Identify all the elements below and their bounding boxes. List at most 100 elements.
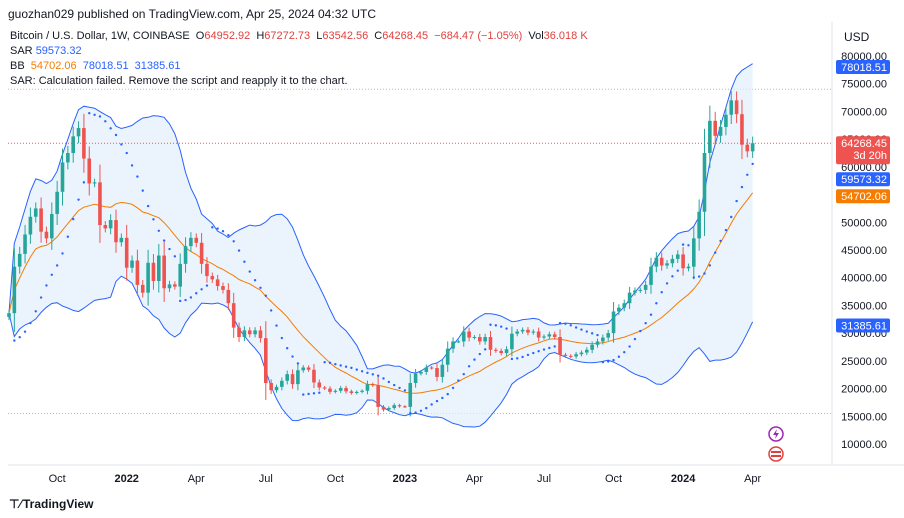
sar-dot: [269, 309, 273, 312]
sar-dot: [419, 409, 423, 412]
symbol-title[interactable]: Bitcoin / U.S. Dollar, 1W, COINBASE: [10, 30, 190, 42]
candle-body: [210, 276, 215, 280]
candle-body: [692, 238, 696, 267]
sar-dot: [291, 355, 294, 358]
sar-dot: [655, 302, 658, 305]
candle-body: [520, 329, 525, 332]
sar-dot: [243, 260, 246, 263]
sar-error-message: SAR: Calculation failed. Remove the scri…: [10, 75, 348, 87]
candle-body: [178, 263, 182, 287]
y-tick-label: 60000.00: [841, 162, 887, 174]
bb-band-fill: [9, 63, 753, 427]
candle-body: [483, 337, 487, 342]
sar-dot: [376, 374, 380, 377]
x-tick-label: Jul: [537, 473, 551, 485]
sar-dot: [574, 326, 578, 329]
candle-body: [702, 153, 707, 212]
y-tick-label: 25000.00: [841, 356, 887, 368]
sar-dot: [280, 336, 284, 340]
bb-basis-line: [8, 192, 754, 394]
candle-body: [606, 333, 610, 338]
candle-body: [638, 289, 643, 291]
candle-body: [151, 262, 156, 282]
sar-dot: [302, 393, 305, 396]
candle-body: [750, 143, 755, 152]
sar-dot: [489, 323, 492, 326]
candle-body: [579, 352, 584, 355]
sar-dot: [516, 357, 519, 360]
candle-body: [713, 120, 717, 136]
candle-body: [740, 114, 744, 145]
legend-main-row: Bitcoin / U.S. Dollar, 1W, COINBASE O649…: [10, 29, 588, 44]
price-change: −684.47 (−1.05%): [434, 30, 523, 42]
sar-dot: [590, 332, 594, 335]
legend-sar-row[interactable]: SAR 59573.32: [10, 44, 588, 59]
sar-dot: [451, 386, 455, 390]
candle-body: [306, 367, 311, 370]
sar-dot: [398, 386, 401, 390]
bb-basis-price-tag-bg: [836, 189, 890, 204]
sar-dot: [719, 239, 722, 243]
sar-dot: [601, 360, 605, 364]
candle-body: [387, 407, 391, 410]
candle-body: [724, 114, 728, 127]
flag-stripe: [771, 455, 781, 457]
sar-dot: [371, 373, 374, 376]
candle-body: [542, 336, 546, 338]
sar-dot: [478, 352, 481, 356]
sar-dot: [162, 239, 166, 242]
last-price-tag: 64268.45: [841, 138, 887, 150]
sar-dot: [360, 370, 364, 373]
sar-dot: [173, 255, 177, 258]
sar-dot: [104, 120, 107, 123]
candle-body: [478, 337, 482, 342]
candle-body: [461, 331, 466, 342]
candle-body: [590, 344, 594, 350]
candle-body: [403, 406, 407, 408]
candle-body: [365, 384, 370, 391]
sar-dot: [500, 325, 503, 328]
sar-dot: [179, 299, 182, 303]
sar-dot: [55, 264, 59, 267]
currency-label[interactable]: USD: [844, 30, 870, 44]
candle-body: [66, 153, 70, 163]
sar-dot: [681, 243, 685, 246]
candle-body: [124, 237, 129, 268]
candle-body: [563, 354, 568, 356]
y-tick-label: 10000.00: [841, 439, 887, 451]
sar-dot: [692, 276, 695, 279]
candle-body: [290, 374, 295, 385]
sar-label: SAR: [10, 45, 33, 57]
sar-dot: [697, 275, 701, 278]
candle-body: [60, 162, 65, 192]
sar-dot: [639, 329, 642, 333]
candle-body: [488, 337, 493, 350]
candle-body: [221, 286, 225, 290]
candle-body: [494, 349, 498, 351]
sar-dot: [264, 294, 267, 297]
sar-dot: [237, 249, 241, 252]
ohlc-open-label: O: [195, 30, 205, 42]
candle-body: [536, 331, 541, 338]
candle-body: [322, 387, 327, 389]
sar-dot: [109, 127, 112, 130]
sar-dot: [227, 234, 230, 237]
x-tick-label: Apr: [744, 473, 761, 485]
sar-dot: [312, 392, 316, 395]
candle-body: [140, 284, 145, 293]
candle-body: [745, 144, 750, 152]
bb-label: BB: [10, 60, 25, 72]
legend-bb-row[interactable]: BB 54702.06 78018.51 31385.61: [10, 59, 588, 74]
sar-dot: [34, 310, 37, 313]
candle-body: [328, 388, 332, 392]
us-flag-icon[interactable]: [768, 446, 784, 462]
candle-body: [397, 405, 402, 407]
candle-body: [269, 383, 273, 391]
sar-dot: [553, 345, 556, 348]
tradingview-logo-icon: ⊤⁄: [9, 497, 22, 511]
candle-body: [92, 182, 97, 184]
published-line: guozhan029 published on TradingView.com,…: [8, 7, 377, 21]
candle-body: [189, 237, 193, 247]
sar-dot: [462, 372, 465, 376]
